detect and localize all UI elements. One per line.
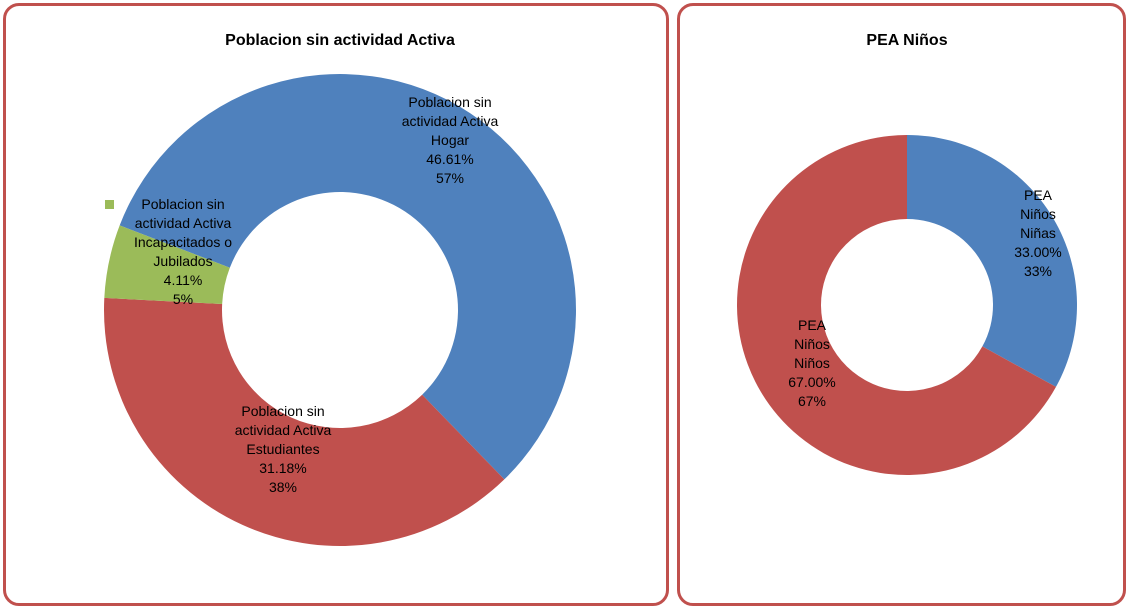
slice-value-label: 33.00%: [1014, 244, 1062, 260]
donut-slice: [907, 135, 1078, 387]
slice-share-label: 33%: [1023, 263, 1053, 279]
slice-share-label: 38%: [268, 479, 298, 495]
slice-label: Poblacion sin actividad Activa Estudiant…: [234, 403, 332, 457]
donut-slice: [119, 74, 576, 480]
slice-share-label: 5%: [172, 291, 194, 307]
legend-key: [105, 200, 114, 209]
slice-value-label: 4.11%: [163, 272, 203, 288]
slice-value-label: 46.61%: [426, 151, 474, 167]
chart-title: PEA Niños: [866, 32, 948, 49]
slice-value-label: 67.00%: [788, 374, 836, 390]
donut-slice: [737, 135, 1056, 475]
donut-slice: [104, 297, 505, 546]
chart-title: Poblacion sin actividad Activa: [225, 32, 455, 49]
slice-label: Poblacion sin actividad Activa Hogar: [401, 94, 499, 148]
slice-value-label: 31.18%: [259, 460, 307, 476]
slice-label: PEA Niños Niñas: [1020, 187, 1056, 241]
slice-label: PEA Niños Niños: [794, 317, 830, 371]
donut-slice: [104, 225, 230, 304]
slice-label: Poblacion sin actividad Activa Incapacit…: [133, 196, 233, 269]
slice-share-label: 67%: [797, 393, 827, 409]
slice-share-label: 57%: [435, 170, 465, 186]
